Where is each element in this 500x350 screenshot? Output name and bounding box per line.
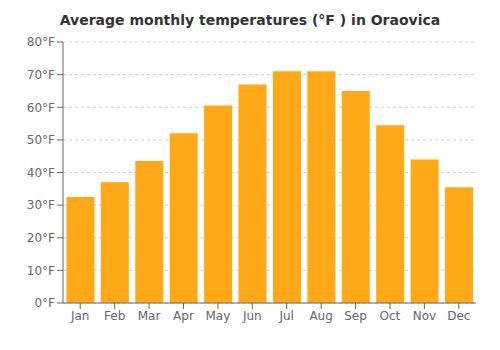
svg-text:60°F: 60°F	[27, 101, 55, 115]
svg-text:Jun: Jun	[242, 309, 262, 323]
html-text:Average monthly temperatures (: Average monthly temperatures (°F ) in Or…	[59, 12, 441, 28]
svg-text:Mar: Mar	[138, 309, 161, 323]
svg-text:80°F: 80°F	[27, 35, 55, 49]
svg-text:Nov: Nov	[413, 309, 436, 323]
svg-text:Apr: Apr	[173, 309, 194, 323]
svg-text:Dec: Dec	[447, 309, 470, 323]
svg-text:Feb: Feb	[104, 309, 125, 323]
svg-text:Oct: Oct	[380, 309, 401, 323]
svg-text:Aug: Aug	[309, 309, 332, 323]
svg-text:40°F: 40°F	[27, 166, 55, 180]
svg-text:Sep: Sep	[344, 309, 367, 323]
svg-text:20°F: 20°F	[27, 231, 55, 245]
svg-text:50°F: 50°F	[27, 133, 55, 147]
svg-text:70°F: 70°F	[27, 68, 55, 82]
svg-text:Jul: Jul	[278, 309, 293, 323]
svg-text:30°F: 30°F	[27, 198, 55, 212]
svg-text:10°F: 10°F	[27, 264, 55, 278]
svg-text:Jan: Jan	[70, 309, 90, 323]
svg-text:0°F: 0°F	[34, 296, 55, 310]
svg-text:May: May	[205, 309, 230, 323]
